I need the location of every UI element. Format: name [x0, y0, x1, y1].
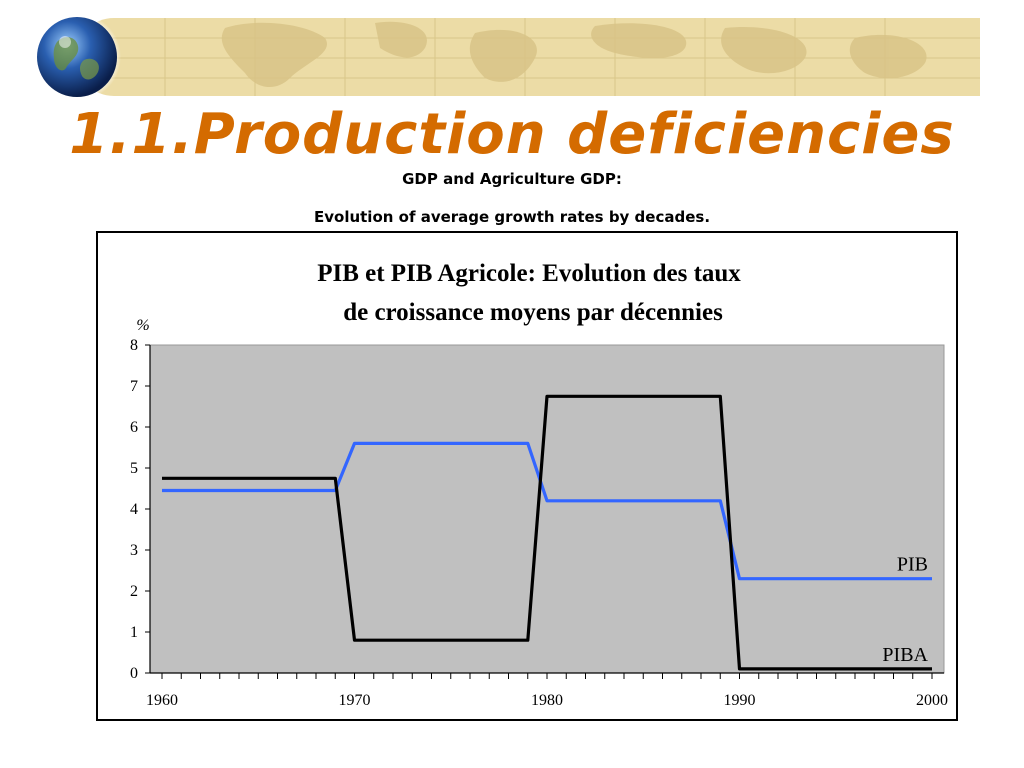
growth-rate-chart: PIB et PIB Agricole: Evolution des taux … — [130, 260, 948, 709]
series-line-pib — [162, 441, 932, 581]
y-tick-label: 5 — [130, 460, 138, 477]
chart-frame: PIB et PIB Agricole: Evolution des taux … — [96, 231, 958, 721]
y-tick-label: 6 — [130, 419, 138, 436]
x-tick-label: 1960 — [146, 692, 178, 709]
x-tick-label: 1980 — [531, 692, 563, 709]
x-tick-label: 1990 — [724, 692, 756, 709]
x-tick-label: 1970 — [339, 692, 371, 709]
y-tick-label: 2 — [130, 583, 138, 600]
plot-area — [149, 344, 945, 674]
x-tick-label: 2000 — [916, 692, 948, 709]
series-label-pib: PIB — [897, 554, 928, 576]
map-banner — [75, 18, 980, 96]
chart-title-line1: PIB et PIB Agricole: Evolution des taux — [317, 260, 741, 287]
y-tick-label: 8 — [130, 337, 138, 354]
y-tick-label: 4 — [130, 501, 138, 518]
globe-icon — [32, 12, 122, 102]
series-label-piba: PIBA — [882, 644, 928, 666]
chart-title-line2: de croissance moyens par décennies — [343, 299, 723, 326]
slide-subtitle-line2: Evolution of average growth rates by dec… — [313, 208, 711, 226]
y-axis-unit-label: % — [136, 317, 149, 334]
y-tick-label: 3 — [130, 542, 138, 559]
series-line-piba — [162, 394, 932, 671]
y-tick-label: 7 — [130, 378, 138, 395]
y-tick-label: 1 — [130, 624, 138, 641]
slide-subtitle-line1: GDP and Agriculture GDP: — [402, 170, 622, 188]
y-tick-label: 0 — [130, 665, 138, 682]
world-map-graphic — [75, 18, 980, 96]
slide-title: 1.1.Production deficiencies — [69, 102, 955, 167]
